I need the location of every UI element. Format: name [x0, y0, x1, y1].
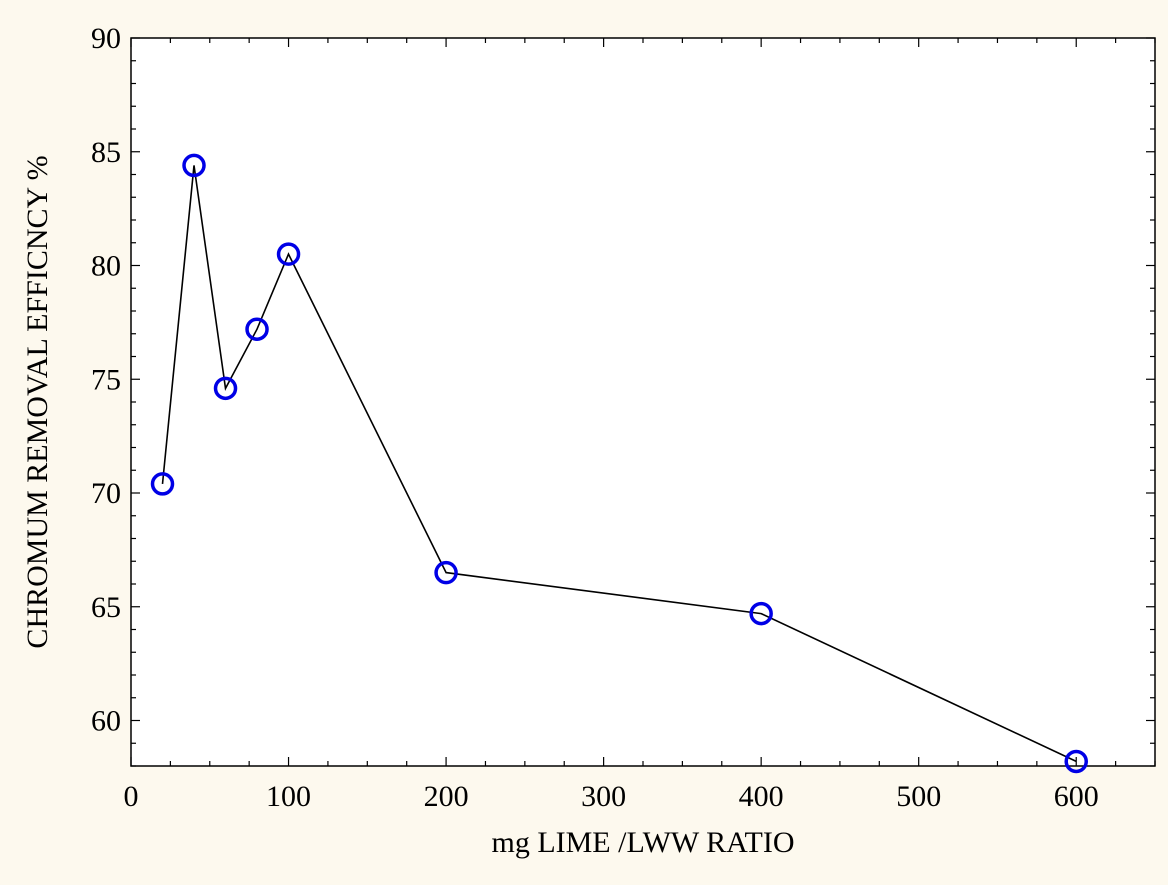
x-tick-label: 300	[581, 780, 626, 813]
x-tick-label: 0	[124, 780, 139, 813]
y-axis-title: CHROMUM REMOVAL EFFICNCY %	[21, 155, 54, 648]
x-tick-label: 200	[424, 780, 469, 813]
y-tick-label: 70	[91, 477, 121, 510]
y-tick-label: 65	[91, 591, 121, 624]
y-axis: 60 65 70 75 80 85 90	[91, 22, 1155, 767]
y-tick-label: 90	[91, 22, 121, 55]
y-tick-label: 75	[91, 363, 121, 396]
data-point	[276, 242, 301, 266]
data-point	[182, 153, 206, 178]
data-point	[749, 601, 773, 626]
x-axis: 0 100 200 300 400 500 600	[124, 38, 1156, 813]
series-layer	[150, 153, 1088, 774]
data-point	[245, 317, 269, 341]
data-point	[213, 376, 238, 401]
x-tick-label: 100	[266, 780, 311, 813]
y-tick-label: 85	[91, 136, 121, 169]
data-point	[150, 472, 175, 496]
x-tick-label: 600	[1054, 780, 1099, 813]
x-axis-title: mg LIME /LWW RATIO	[491, 826, 794, 859]
x-tick-label: 400	[739, 780, 784, 813]
y-tick-label: 60	[91, 705, 121, 738]
y-tick-label: 80	[91, 250, 121, 283]
plot-area	[130, 37, 1156, 767]
series-line	[161, 165, 1077, 763]
data-point	[434, 560, 458, 585]
x-tick-label: 500	[896, 780, 941, 813]
data-point	[1064, 749, 1088, 774]
